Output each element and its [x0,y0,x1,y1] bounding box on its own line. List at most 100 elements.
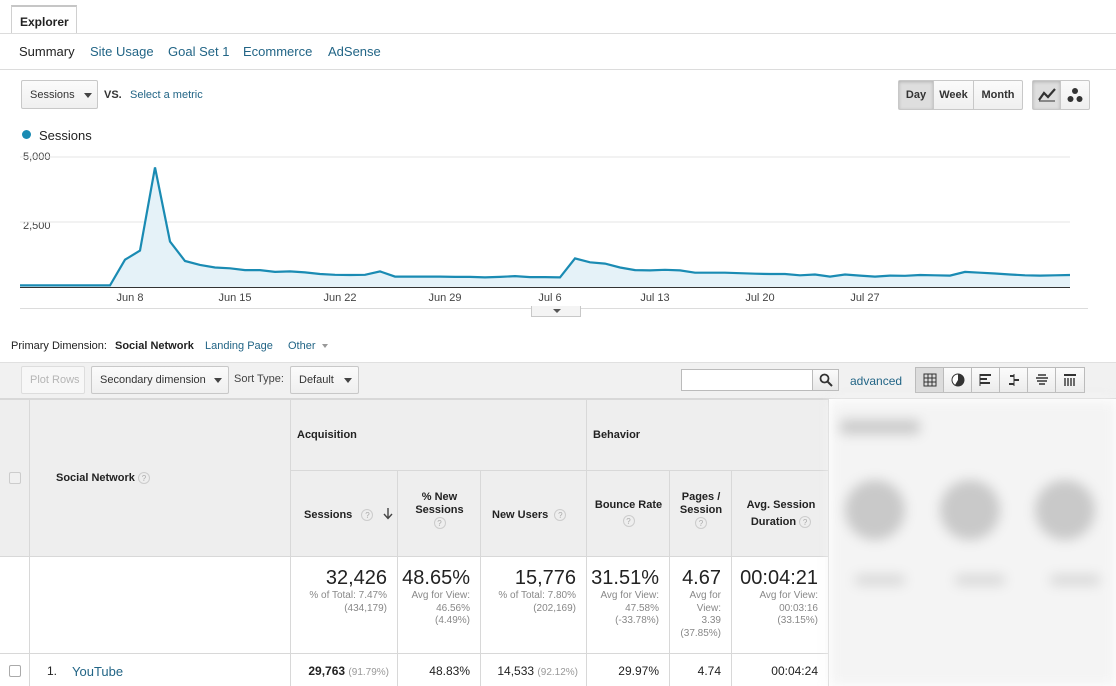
subtab-ecommerce[interactable]: Ecommerce [243,44,313,59]
totals-duration-cell: 00:04:21 Avg for View: 00:03:16 (33.15%) [732,557,829,654]
motion-chart-button[interactable] [1061,81,1089,109]
acquisition-group-label: Acquisition [297,429,357,441]
period-toggle: Day Week Month [898,80,1023,110]
line-chart-icon [1038,88,1056,102]
subtab-summary[interactable]: Summary [19,44,75,59]
dimension-social-network[interactable]: Social Network [115,340,194,352]
sessions-line-chart[interactable] [0,140,1090,295]
advanced-filter-link[interactable]: advanced [850,374,903,388]
data-view-button[interactable] [916,368,944,392]
subtab-goal-set-1[interactable]: Goal Set 1 [168,44,230,59]
sessions-area [20,167,1070,287]
help-icon[interactable]: ? [622,515,635,528]
totals-bounce-sub-2: 47.58% [625,602,659,614]
row-new-sessions-value: 48.83% [429,664,470,678]
dimension-other[interactable]: Other [288,340,328,352]
row-checkbox[interactable] [9,665,21,677]
comparison-view-button[interactable] [1000,368,1028,392]
x-tick-label: Jul 6 [538,292,562,304]
totals-check-cell [0,557,30,654]
totals-duration-value: 00:04:21 [740,567,818,589]
help-icon[interactable]: ? [799,516,812,529]
sessions-column-header[interactable]: Sessions ? [291,471,398,557]
week-button[interactable]: Week [934,81,974,109]
chevron-down-icon [321,344,328,349]
month-button[interactable]: Month [981,89,1015,101]
select-all-cell [0,399,30,557]
totals-sessions-cell: 32,426 % of Total: 7.47% (434,179) [291,557,398,654]
day-button[interactable]: Day [899,81,934,109]
chart-collapse-handle[interactable] [531,306,581,317]
table-search-input[interactable] [681,369,813,391]
tab-divider [0,33,1116,34]
pages-per-session-column-header[interactable]: Pages / Session? [670,471,732,557]
row-sessions-value: 29,763 [308,664,346,678]
sort-type-dropdown[interactable]: Default [290,366,359,394]
subtab-site-usage[interactable]: Site Usage [90,44,154,59]
totals-label-cell [30,557,291,654]
new-users-column-header[interactable]: New Users ? [481,471,587,557]
new-sessions-column-header[interactable]: % New Sessions? [398,471,481,557]
bounce-rate-column-header[interactable]: Bounce Rate? [587,471,670,557]
secondary-dimension-dropdown[interactable]: Secondary dimension [91,366,229,394]
search-button[interactable] [812,369,839,391]
totals-sessions-sub-2: (434,179) [344,602,387,614]
row-new-users-cell: 14,533 (92.12%) [481,654,587,686]
performance-view-button[interactable] [972,368,1000,392]
table-grid-icon [923,373,937,387]
totals-new-users-sub-1: % of Total: 7.80% [498,590,576,601]
x-tick-label: Jul 27 [850,292,880,304]
sort-type-label: Sort Type: [234,373,284,385]
help-icon[interactable]: ? [695,517,707,530]
term-cloud-view-button[interactable] [1028,368,1056,392]
sessions-column-label: Sessions [304,509,353,521]
plot-rows-button[interactable]: Plot Rows [21,366,85,394]
dimension-other-label: Other [288,340,316,352]
row-link-youtube[interactable]: YouTube [72,664,124,679]
select-all-checkbox[interactable] [9,472,21,484]
percentage-view-button[interactable] [944,368,972,392]
avg-session-duration-column-label: Avg. Session Duration [746,499,816,528]
vs-label: VS. [104,89,122,101]
chevron-down-icon [344,378,352,383]
totals-bounce-cell: 31.51% Avg for View: 47.58% (-33.78%) [587,557,670,654]
dimension-header[interactable]: Social Network ? [30,399,291,557]
new-sessions-column-label: % New Sessions [415,491,464,516]
x-tick-label: Jun 22 [323,292,357,304]
select-metric-link[interactable]: Select a metric [130,89,203,101]
sort-type-value: Default [299,374,334,386]
metric-dropdown-label: Sessions [30,89,75,101]
help-icon[interactable]: ? [554,509,567,522]
acquisition-group-header: Acquisition [291,399,587,471]
pie-chart-icon [951,373,965,387]
metric-dropdown[interactable]: Sessions [21,80,98,109]
totals-pages-sub-4: (37.85%) [680,627,721,639]
x-tick-label: Jul 20 [745,292,775,304]
sort-descending-icon[interactable] [383,508,393,520]
totals-bounce-sub-3: (-33.78%) [615,615,659,626]
pivot-view-button[interactable] [1056,368,1084,392]
totals-pages-sub-1: Avg for [689,590,722,601]
line-chart-button[interactable] [1033,81,1061,109]
row-duration-cell: 00:04:24 [732,654,829,686]
row-index: 1. [47,664,58,678]
y-tick-label: 2,500 [23,220,51,232]
help-icon[interactable]: ? [433,517,446,530]
x-tick-label: Jun 8 [116,292,144,304]
totals-new-sessions-sub-3: (4.49%) [434,615,470,626]
secondary-dimension-label: Secondary dimension [100,374,206,386]
totals-new-users-value: 15,776 [514,567,576,589]
totals-new-users-sub-2: (202,169) [533,602,576,614]
dimension-landing-page[interactable]: Landing Page [205,340,273,352]
primary-dimension-label: Primary Dimension: [11,340,107,352]
sessions-series-line [20,167,1071,287]
subtab-adsense[interactable]: AdSense [328,44,381,59]
help-icon[interactable]: ? [137,472,150,485]
x-tick-label: Jun 15 [218,292,252,304]
explorer-tab[interactable]: Explorer [11,5,77,34]
avg-session-duration-column-header[interactable]: Avg. Session Duration ? [732,471,829,557]
totals-new-sessions-sub-1: Avg for View: [411,590,470,601]
table-view-toggle [915,367,1085,393]
help-icon[interactable]: ? [361,509,374,522]
totals-new-sessions-value: 48.65% [402,567,470,589]
